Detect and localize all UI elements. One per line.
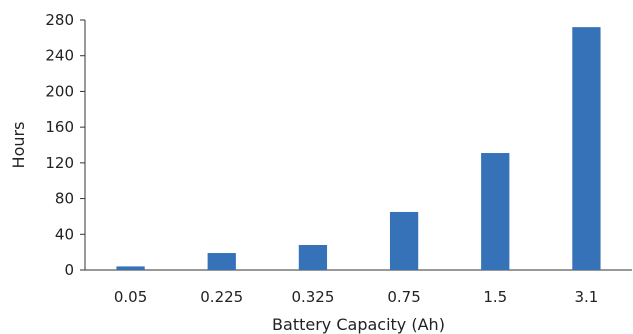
- y-tick-label: 200: [45, 82, 74, 100]
- y-axis: 0 40 80 120 160 200 240 280: [45, 11, 86, 279]
- bars: [116, 27, 601, 271]
- x-tick-label: 0.325: [291, 288, 334, 306]
- x-tick-label: 3.1: [574, 288, 598, 306]
- x-tick-label: 0.225: [200, 288, 243, 306]
- bar: [116, 266, 145, 270]
- y-tick-label: 40: [55, 225, 74, 243]
- x-tick-label: 0.05: [114, 288, 147, 306]
- x-axis: 0.05 0.225 0.325 0.75 1.5 3.1: [85, 269, 632, 306]
- y-axis-title: Hours: [9, 122, 28, 169]
- y-tick-label: 120: [45, 154, 74, 172]
- x-tick-label: 1.5: [483, 288, 507, 306]
- y-tick-label: 0: [64, 261, 74, 279]
- x-axis-title: Battery Capacity (Ah): [272, 315, 445, 334]
- x-tick-label: 0.75: [387, 288, 420, 306]
- y-tick-label: 80: [55, 190, 74, 208]
- y-tick-label: 240: [45, 47, 74, 65]
- y-tick-label: 160: [45, 118, 74, 136]
- bar: [389, 211, 419, 270]
- y-tick-label: 280: [45, 11, 74, 29]
- bar: [207, 253, 236, 270]
- bar: [298, 245, 328, 270]
- bar: [481, 153, 510, 270]
- bar: [572, 27, 601, 271]
